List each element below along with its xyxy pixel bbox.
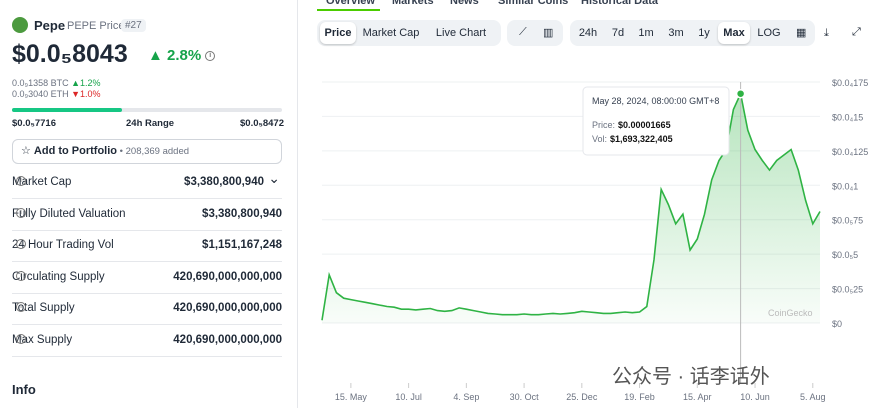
y-tick-label: $0.0₄175 <box>832 78 868 88</box>
price-line <box>321 91 821 321</box>
stat-label: Market Cap <box>12 176 72 188</box>
range-tab[interactable]: 3m <box>668 27 684 39</box>
y-tick-label: $0.0₅5 <box>832 250 858 260</box>
stat-value: $3,380,800,940 <box>184 176 264 188</box>
range-tab[interactable]: 1m <box>638 27 654 39</box>
range-group: ▦ <box>570 20 815 46</box>
x-tick-label: 30. Oct <box>510 392 540 402</box>
hover-point <box>735 88 746 99</box>
tooltip-key: Price: <box>592 120 615 130</box>
add-portfolio[interactable]: ☆ Add to Portfolio • 208,369 added <box>12 139 282 164</box>
x-tick-label: 19. Feb <box>624 392 655 402</box>
range-bar <box>12 108 282 112</box>
btc-change: 1.2% <box>80 78 101 88</box>
stat-value: 420,690,000,000,000 <box>173 270 282 283</box>
chart-watermark: CoinGecko <box>768 308 813 318</box>
btc: 0.0₉1358 BTC <box>12 78 69 88</box>
stat-row: Fully Diluted Valuation i $3,380,800,940 <box>12 199 282 231</box>
range-tab[interactable]: 7d <box>611 27 625 39</box>
x-tick-label: 10. Jun <box>740 392 770 402</box>
tooltip-value: $0.00001665 <box>618 120 671 130</box>
chart-tab[interactable]: Live Chart <box>435 27 487 39</box>
stat-row: Max Supply i 420,690,000,000,000 <box>12 325 282 357</box>
stat-value: $1,151,167,248 <box>202 239 282 252</box>
range-label: 24h Range <box>126 118 175 129</box>
stat-value: 420,690,000,000,000 <box>173 334 282 346</box>
tab-underline <box>317 9 380 11</box>
tab[interactable]: Historical Data <box>581 0 659 7</box>
y-tick-label: $0 <box>832 319 842 329</box>
expand[interactable]: ⤢ <box>852 26 861 38</box>
tooltip <box>582 86 730 156</box>
y-tick-label: $0.0₄125 <box>832 147 868 157</box>
chart-style-group: ⟋ ▥ <box>507 20 563 46</box>
stat-row: Market Cap i $3,380,800,940 ⌄ <box>12 167 282 199</box>
price-change: ▲ 2.8% i <box>148 47 216 64</box>
coin-symbol: PEPE Price <box>67 20 125 32</box>
x-tick-label: 10. Jul <box>395 392 422 402</box>
stat-value: 420,690,000,000,000 <box>173 302 282 315</box>
tooltip-row: Vol: $1,693,322,405 <box>592 134 673 144</box>
y-tick-label: $0.0₅75 <box>832 216 863 226</box>
info-heading: Info <box>12 382 36 397</box>
range-tab[interactable]: 24h <box>578 27 598 39</box>
x-tick-label: 5. Aug <box>800 392 826 402</box>
range-tab[interactable]: LOG <box>757 27 781 39</box>
x-tick-label: 15. Apr <box>683 392 712 402</box>
coin-name: Pepe <box>34 18 66 33</box>
tab[interactable]: News <box>450 0 479 7</box>
y-tick-label: $0.0₄1 <box>832 181 858 191</box>
tooltip-row: Price: $0.00001665 <box>592 120 671 130</box>
y-tick-label: $0.0₄15 <box>832 112 863 122</box>
range-tab[interactable]: Max <box>718 22 750 44</box>
eth: 0.0₉3040 ETH <box>12 89 69 99</box>
x-tick-label: 25. Dec <box>566 392 598 402</box>
portfolio-button: Add to Portfolio <box>33 145 118 157</box>
divider <box>297 0 298 408</box>
tooltip-value: $1,693,322,405 <box>610 134 673 144</box>
tab[interactable]: Overview <box>326 0 375 7</box>
x-tick-label: 15. May <box>335 392 368 402</box>
range-low: $0.0₅7716 <box>12 118 56 129</box>
price-change-value: 2.8% <box>167 47 202 64</box>
stat-row: 24 Hour Trading Vol i $1,151,167,248 <box>12 230 282 263</box>
download[interactable]: ⤓ <box>824 27 829 39</box>
tab[interactable]: Markets <box>392 0 434 7</box>
eth-change: 1.0% <box>80 89 101 99</box>
stat-label: Max Supply <box>12 334 73 346</box>
tab[interactable]: Similar Coins <box>498 0 569 7</box>
portfolio-added: 208,369 added <box>125 146 190 157</box>
range-tab[interactable]: 1y <box>698 27 710 39</box>
stat-label: Total Supply <box>12 302 75 315</box>
stat-value: $3,380,800,940 <box>202 207 282 220</box>
stat-row: Total Supply i 420,690,000,000,000 <box>12 293 282 326</box>
stat-label: Fully Diluted Valuation <box>12 207 126 220</box>
area <box>322 93 820 323</box>
rank: #27 <box>121 19 146 32</box>
y-tick-label: $0.0₅25 <box>832 285 863 295</box>
stat-row: Circulating Supply i 420,690,000,000,000 <box>12 262 282 294</box>
chart-tab[interactable]: Market Cap <box>362 27 420 39</box>
chart-tab[interactable]: Price <box>320 22 356 44</box>
btc-price: 0.0₉1358 BTC ▲1.2% <box>12 78 101 88</box>
eth-price: 0.0₉3040 ETH ▼1.0% <box>12 89 101 99</box>
range-high: $0.0₅8472 <box>240 118 284 129</box>
tooltip-key: Vol: <box>592 134 607 144</box>
price: $0.0₅8043 <box>12 40 128 68</box>
stat-label: 24 Hour Trading Vol <box>12 239 114 252</box>
x-tick-label: 4. Sep <box>453 392 479 402</box>
tooltip-date: May 28, 2024, 08:00:00 GMT+8 <box>592 96 719 106</box>
overlay-watermark: 公众号 · 话李话外 <box>612 366 770 388</box>
coin-icon <box>12 17 28 33</box>
stat-label: Circulating Supply <box>12 270 105 283</box>
